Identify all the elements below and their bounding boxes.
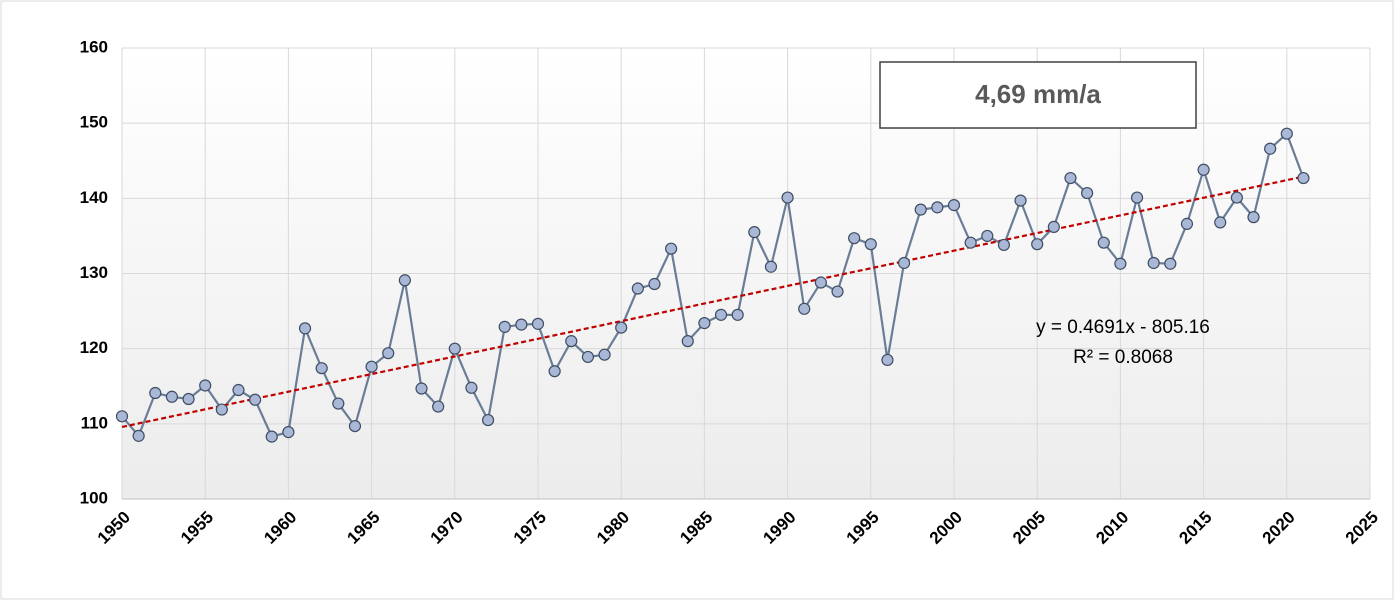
data-point — [748, 226, 761, 239]
y-tick-label: 130 — [80, 263, 108, 282]
data-point — [665, 242, 678, 255]
data-point — [1047, 220, 1060, 233]
data-point — [531, 317, 545, 330]
data-point — [481, 413, 495, 427]
data-point — [814, 276, 827, 289]
data-point — [964, 236, 977, 249]
data-point — [515, 318, 528, 331]
data-point — [332, 397, 345, 410]
data-point — [914, 203, 927, 216]
data-point — [1164, 257, 1177, 270]
data-point — [132, 429, 145, 442]
y-tick-label: 160 — [80, 37, 108, 56]
data-point — [1081, 186, 1094, 200]
data-point — [565, 335, 578, 348]
data-point — [548, 365, 561, 378]
data-point — [681, 335, 694, 348]
data-point — [1247, 211, 1260, 224]
data-point — [881, 353, 894, 367]
data-point — [432, 400, 445, 413]
data-point — [1114, 257, 1127, 270]
data-point — [615, 321, 628, 334]
data-point — [448, 342, 461, 355]
data-point — [1230, 191, 1243, 204]
data-point — [1130, 191, 1144, 204]
data-point — [1280, 127, 1293, 140]
data-point — [1264, 142, 1277, 155]
data-point — [1180, 217, 1194, 230]
data-point — [581, 350, 595, 364]
data-point — [1064, 171, 1077, 185]
data-point — [764, 260, 778, 273]
data-point — [947, 198, 961, 212]
data-point — [298, 322, 312, 335]
data-point — [1297, 171, 1310, 185]
data-point — [398, 274, 411, 287]
data-point — [465, 381, 478, 394]
data-point — [631, 282, 644, 295]
data-point — [498, 320, 511, 333]
data-point — [265, 430, 278, 443]
annotation-box — [879, 61, 1197, 129]
y-tick-label: 110 — [81, 413, 108, 432]
data-point — [798, 302, 811, 315]
data-point — [648, 277, 661, 291]
data-point — [698, 317, 711, 330]
y-tick-label: 120 — [80, 338, 108, 357]
data-point — [1031, 238, 1044, 251]
data-point — [348, 419, 362, 433]
data-point — [382, 347, 395, 360]
data-point — [1014, 194, 1027, 207]
data-point — [731, 308, 744, 321]
data-point — [215, 403, 228, 416]
data-point — [282, 426, 295, 439]
trend-r-squared: R² = 0.8068 — [1073, 347, 1173, 368]
annotation-box-text: 4,69 mm/a — [975, 79, 1101, 109]
data-point — [315, 362, 328, 375]
data-point — [1197, 163, 1210, 176]
data-point — [981, 229, 994, 243]
data-point — [897, 256, 911, 270]
data-point — [1097, 236, 1110, 249]
data-point — [997, 238, 1011, 252]
data-point — [249, 393, 262, 406]
y-tick-label: 150 — [80, 113, 108, 132]
y-tick-label: 100 — [80, 488, 108, 507]
data-point — [149, 386, 162, 400]
data-point — [831, 285, 844, 298]
data-point — [365, 360, 378, 373]
data-point — [714, 308, 728, 321]
data-point — [598, 348, 611, 361]
data-point — [781, 191, 794, 204]
data-point — [864, 238, 877, 251]
data-point — [1147, 256, 1160, 270]
data-point — [415, 382, 428, 395]
data-point — [232, 383, 245, 397]
data-point — [165, 390, 179, 403]
data-point — [931, 201, 944, 214]
data-point — [848, 232, 861, 245]
y-tick-label: 140 — [80, 188, 108, 207]
trendline — [121, 175, 1304, 429]
data-point — [199, 379, 212, 392]
data-point — [115, 410, 129, 423]
data-point — [1214, 216, 1227, 229]
trend-equation: y = 0.4691x - 805.16 — [1036, 317, 1210, 338]
data-point — [182, 392, 195, 406]
